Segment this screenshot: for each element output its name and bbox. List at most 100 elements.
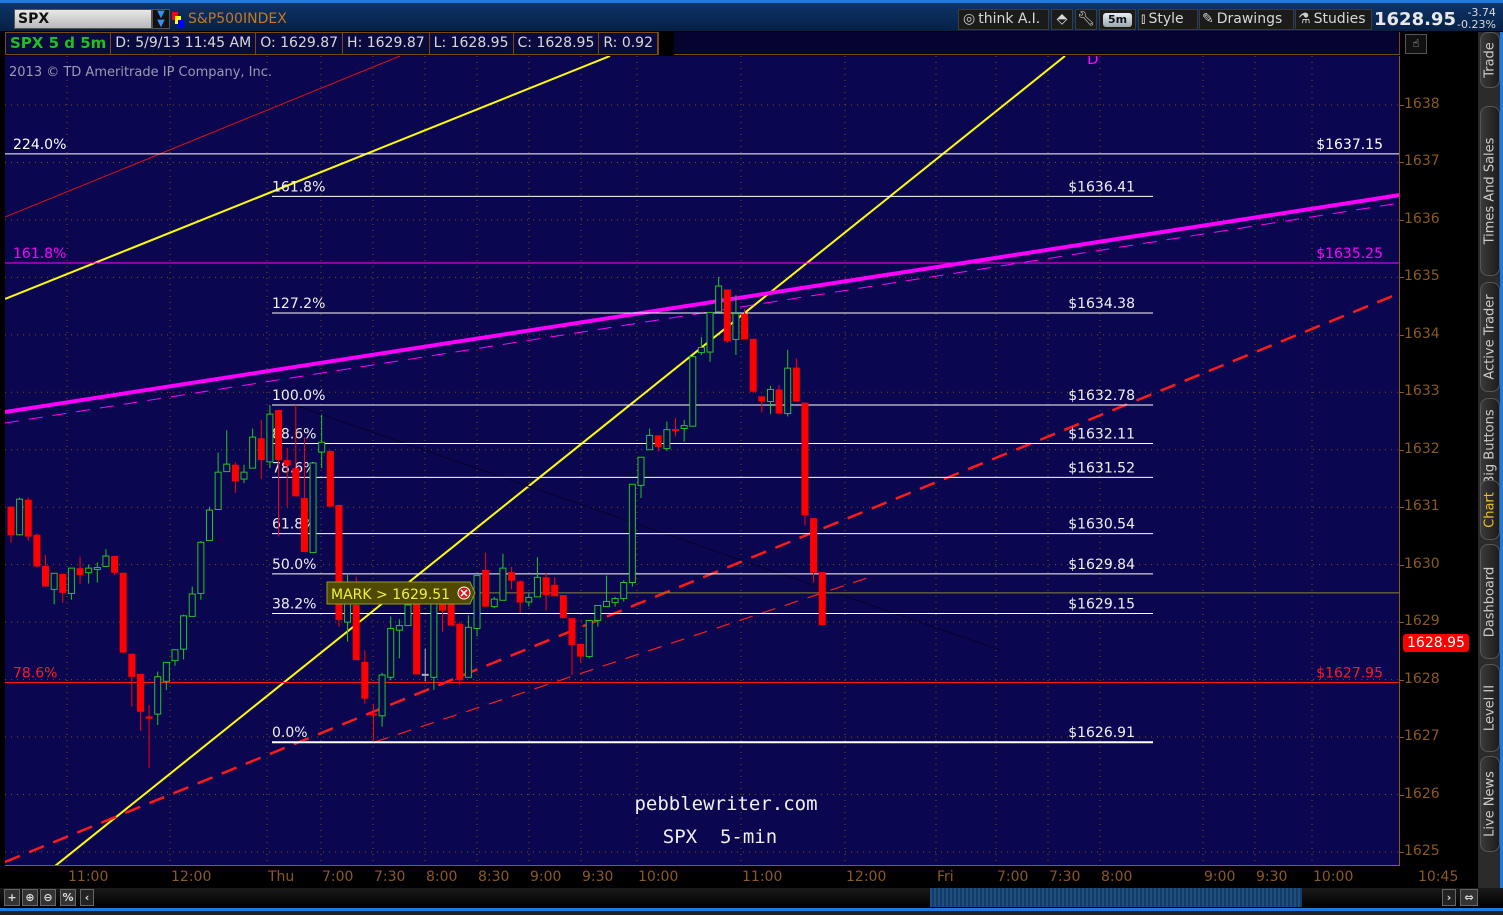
candle — [223, 430, 231, 473]
candle — [723, 289, 731, 343]
fib-level-percent: 127.2% — [272, 296, 325, 312]
symbol-dropdown-button[interactable]: ▼ ▼ — [152, 9, 170, 29]
side-tab-trade[interactable]: Trade — [1480, 32, 1500, 88]
scrollbar-thumb[interactable] — [930, 888, 1302, 907]
cursor-mode-button[interactable]: ☝ — [1405, 34, 1427, 54]
candle — [456, 622, 464, 685]
candle — [594, 604, 602, 627]
candle — [689, 356, 697, 427]
candle-body — [111, 556, 119, 573]
candle-body — [723, 289, 731, 342]
timeframe-button[interactable]: 5m — [1099, 9, 1136, 30]
fib-level-percent: 100.0% — [272, 388, 325, 404]
side-tab-times-and-sales[interactable]: Times And Sales — [1480, 106, 1500, 276]
candle-body — [361, 661, 369, 699]
fib-level-price: $1631.52 — [1068, 460, 1135, 476]
zoom-in-button[interactable]: ⊕ — [22, 889, 38, 906]
time-axis-label: 9:30 — [582, 869, 614, 885]
bar-date: D: 5/9/13 11:45 AM — [111, 33, 257, 54]
candle-body — [559, 595, 567, 619]
candle-body — [749, 338, 757, 392]
candle-body — [197, 541, 205, 594]
chevron-left-icon: ‹ — [84, 891, 90, 904]
side-tab-label: Trade — [1482, 42, 1498, 78]
candle-body — [482, 569, 490, 607]
candle — [421, 648, 429, 682]
time-axis-label: 7:00 — [997, 869, 1029, 885]
candle — [749, 338, 757, 393]
info-bar-fill — [674, 32, 1400, 55]
candle-body — [395, 625, 403, 631]
price-axis-label: 1627 — [1404, 728, 1440, 745]
candle — [784, 349, 792, 417]
extended-level-price: $1627.95 — [1316, 665, 1383, 681]
chart-info-bar: SPX 5 d 5m D: 5/9/13 11:45 AM O: 1629.87… — [5, 32, 659, 55]
fib-level-price: $1626.91 — [1068, 725, 1135, 741]
candle — [197, 541, 205, 600]
zoom-in-icon: ⊕ — [25, 891, 35, 904]
net-change: -3.74 — [1467, 6, 1496, 19]
side-tab-label: Chart — [1482, 492, 1498, 528]
side-tab-live-news[interactable]: Live News — [1480, 756, 1500, 852]
candle — [240, 464, 248, 484]
expand-time-button[interactable]: ⇔ — [1460, 889, 1478, 906]
percent-scale-button[interactable]: % — [60, 889, 76, 906]
studies-button[interactable]: ⚗ Studies — [1295, 9, 1372, 30]
red-trendline — [5, 56, 401, 218]
link-group-icon[interactable] — [172, 12, 186, 28]
side-tab-chart[interactable]: Chart — [1480, 480, 1500, 540]
candle — [611, 596, 619, 607]
plot-layer: 2013 © TD Ameritrade IP Company, Inc. D 22… — [5, 50, 1399, 865]
crosshair-zoom-button[interactable]: + — [4, 889, 20, 906]
time-axis-label: 7:30 — [1049, 869, 1081, 885]
side-tab-level-ii[interactable]: Level II — [1480, 664, 1500, 752]
scroll-left-button[interactable]: ‹ — [80, 889, 94, 906]
candle-body — [7, 506, 15, 536]
candle — [577, 643, 585, 663]
time-axis-label: 11:00 — [742, 869, 783, 885]
candle — [482, 552, 490, 607]
symbol-input[interactable]: SPX — [14, 9, 152, 29]
side-tab-active-trader[interactable]: Active Trader — [1480, 282, 1500, 392]
drawing-label-d: D — [1087, 50, 1099, 68]
candle-body — [128, 653, 136, 677]
side-tab-label: Big Buttons — [1482, 409, 1498, 485]
candle-body — [741, 313, 749, 340]
candle-body — [568, 618, 576, 646]
candle — [309, 462, 317, 554]
candle — [559, 595, 567, 619]
candle — [810, 518, 818, 583]
candle — [490, 596, 498, 609]
candle — [205, 506, 213, 542]
candle-body — [257, 438, 265, 461]
settings-button[interactable]: 🔧︎ — [1075, 9, 1097, 30]
mark-price-label[interactable]: MARK > 1629.51 — [326, 581, 476, 605]
zoom-out-button[interactable]: ⊖ — [40, 889, 56, 906]
candle-body — [171, 649, 179, 662]
symbol-description: S&P500INDEX — [188, 11, 287, 27]
candlestick-icon: ⫾ — [1141, 11, 1146, 27]
yellow-trendline-lower — [54, 56, 1066, 865]
candle-body — [33, 534, 41, 567]
candle-body — [154, 676, 162, 715]
think-ai-button[interactable]: ◎ think A.I. — [958, 9, 1049, 30]
candle-body — [59, 573, 67, 593]
candle — [128, 653, 136, 707]
candle-body — [93, 567, 101, 571]
style-button[interactable]: ⫾ Style — [1138, 9, 1198, 30]
chart-title[interactable]: SPX 5 d 5m — [6, 33, 112, 54]
drawings-button[interactable]: ✎ Drawings — [1199, 9, 1294, 30]
candle — [602, 575, 610, 608]
chart-plot-area[interactable] — [5, 56, 1400, 866]
extended-level-price: $1637.15 — [1316, 137, 1383, 153]
candle — [361, 650, 369, 704]
candle-body — [145, 716, 153, 719]
side-tab-dashboard[interactable]: Dashboard — [1480, 544, 1500, 659]
price-axis-label: 1631 — [1404, 498, 1440, 515]
flexible-grid-button[interactable]: ⬘ — [1051, 9, 1073, 30]
candle-body — [447, 603, 455, 626]
percent-change: -0.23% — [1457, 18, 1496, 31]
scroll-right-button[interactable]: › — [1442, 889, 1456, 906]
candle — [387, 616, 395, 681]
